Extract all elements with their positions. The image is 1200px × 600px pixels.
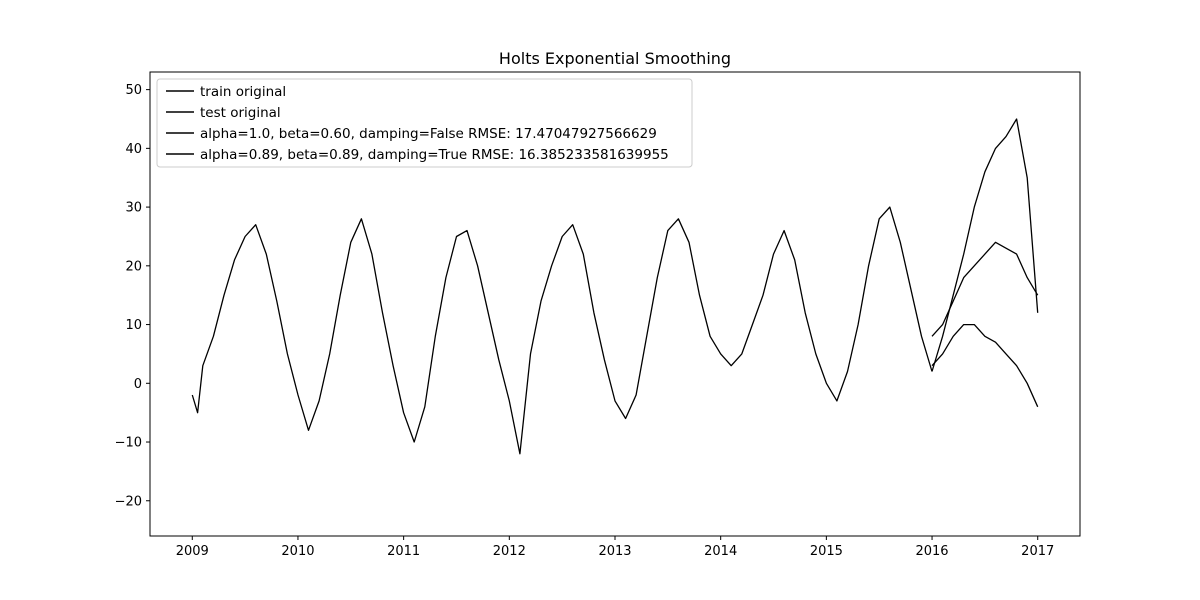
x-axis: 2009 2010 2011 2012 2013 2014 2015 2016 2017 [176,536,1054,559]
legend-entry-2: test original [200,105,281,121]
legend: train original test original alpha=1.0, be… [156,78,693,168]
series-line-2 [931,118,1039,372]
x-tick-label-2009: 2009 [176,544,209,559]
y-tick-label-10: 10 [125,318,142,333]
y-tick-label--10: −10 [115,436,142,451]
y-tick-label-40: 40 [125,142,142,157]
chart-title: Holts Exponential Smoothing [499,49,731,68]
y-tick-label-20: 20 [125,259,142,274]
x-tick-label-2013: 2013 [598,544,631,559]
y-axis: −20 −10 0 10 20 30 40 50 [115,83,150,509]
x-tick-label-2010: 2010 [281,544,314,559]
x-tick-label-2014: 2014 [704,544,737,559]
y-tick-label--20: −20 [115,494,142,509]
legend-entry-1: train original [200,84,286,100]
series-line-4 [931,323,1039,408]
legend-entry-3: alpha=1.0, beta=0.60, damping=False RMSE… [200,126,657,142]
y-tick-label-50: 50 [125,83,142,98]
x-tick-label-2015: 2015 [810,544,843,559]
legend-box [156,78,693,168]
y-tick-label-30: 30 [125,201,142,216]
x-tick-label-2011: 2011 [387,544,420,559]
series-line-3 [931,241,1039,337]
y-tick-label-0: 0 [134,377,142,392]
series-line-1 [191,206,933,455]
x-tick-label-2017: 2017 [1021,544,1054,559]
x-tick-label-2012: 2012 [493,544,526,559]
legend-entry-4: alpha=0.89, beta=0.89, damping=True RMSE… [200,147,669,163]
x-tick-label-2016: 2016 [915,544,948,559]
series-layer [191,118,1039,455]
